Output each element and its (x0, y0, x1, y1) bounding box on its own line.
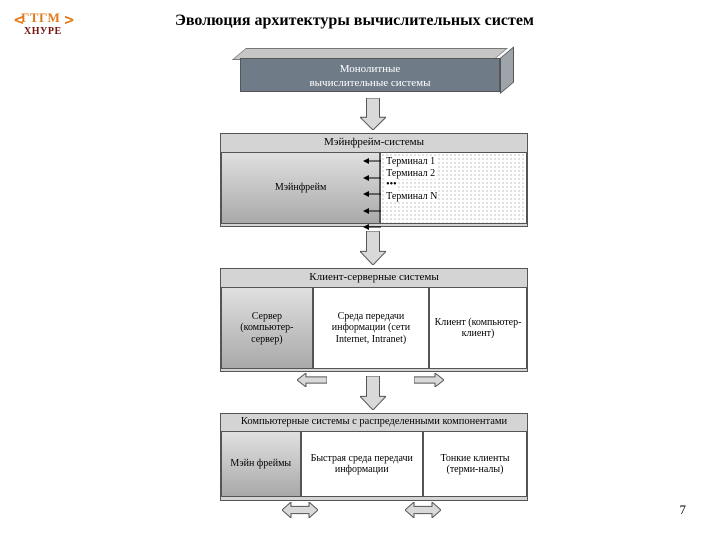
dist-cell-0: Мэйн фреймы (221, 431, 301, 497)
evolution-diagram: Монолитныевычислительные системы Мэйнфре… (220, 48, 530, 538)
monolithic-label: Монолитныевычислительные системы (240, 58, 500, 92)
cs-cell-2: Клиент (компьютер-клиент) (429, 287, 527, 369)
double-arrow-icon (405, 502, 441, 518)
client-server-title: Клиент-серверные системы (221, 269, 527, 287)
logo: < ГТГМ > ХНУРЕ (14, 10, 74, 46)
terminal-label: Терминал 2 (385, 168, 436, 180)
cs-cell-1: Среда передачи информации (сети Internet… (313, 287, 429, 369)
small-left-arrow-icon (363, 174, 381, 182)
single-arrow-icon (297, 373, 327, 387)
monolithic-block: Монолитныевычислительные системы (240, 48, 500, 94)
terminal-label: Терминал 1 (385, 156, 436, 168)
terminals-cell: Терминал 1Терминал 2•••Терминал N (380, 152, 527, 224)
block-arrow-down-icon (360, 231, 386, 265)
logo-bracket-right: > (64, 10, 74, 29)
dist-cell-1: Быстрая среда передачи информации (301, 431, 423, 497)
logo-sub: ХНУРЕ (24, 26, 62, 37)
double-arrow-icon (282, 502, 318, 518)
distributed-section: Компьютерные системы с распределенными к… (220, 413, 528, 501)
small-left-arrow-icon (363, 207, 381, 215)
page-title: Эволюция архитектуры вычислительных сист… (175, 12, 534, 30)
small-left-arrow-icon (363, 190, 381, 198)
mainframe-left-cell: Мэйнфрейм (221, 152, 380, 224)
cs-cell-0: Сервер (компьютер-сервер) (221, 287, 313, 369)
mainframe-section: Мэйнфрейм-системы Мэйнфрейм Терминал 1Те… (220, 133, 528, 227)
block-arrow-down-icon (360, 98, 386, 130)
single-arrow-icon (414, 373, 444, 387)
dist-cell-2: Тонкие клиенты (терми-налы) (423, 431, 527, 497)
distributed-title: Компьютерные системы с распределенными к… (221, 414, 527, 431)
block-arrow-down-icon (360, 376, 386, 410)
terminal-label: ••• (385, 179, 398, 191)
client-server-section: Клиент-серверные системы Сервер (компьют… (220, 268, 528, 372)
page-number: 7 (680, 502, 687, 518)
logo-text: ГТГМ (21, 10, 60, 26)
terminal-label: Терминал N (385, 191, 438, 203)
mainframe-title: Мэйнфрейм-системы (221, 134, 527, 152)
small-left-arrow-icon (363, 157, 381, 165)
small-left-arrow-icon (363, 223, 381, 231)
